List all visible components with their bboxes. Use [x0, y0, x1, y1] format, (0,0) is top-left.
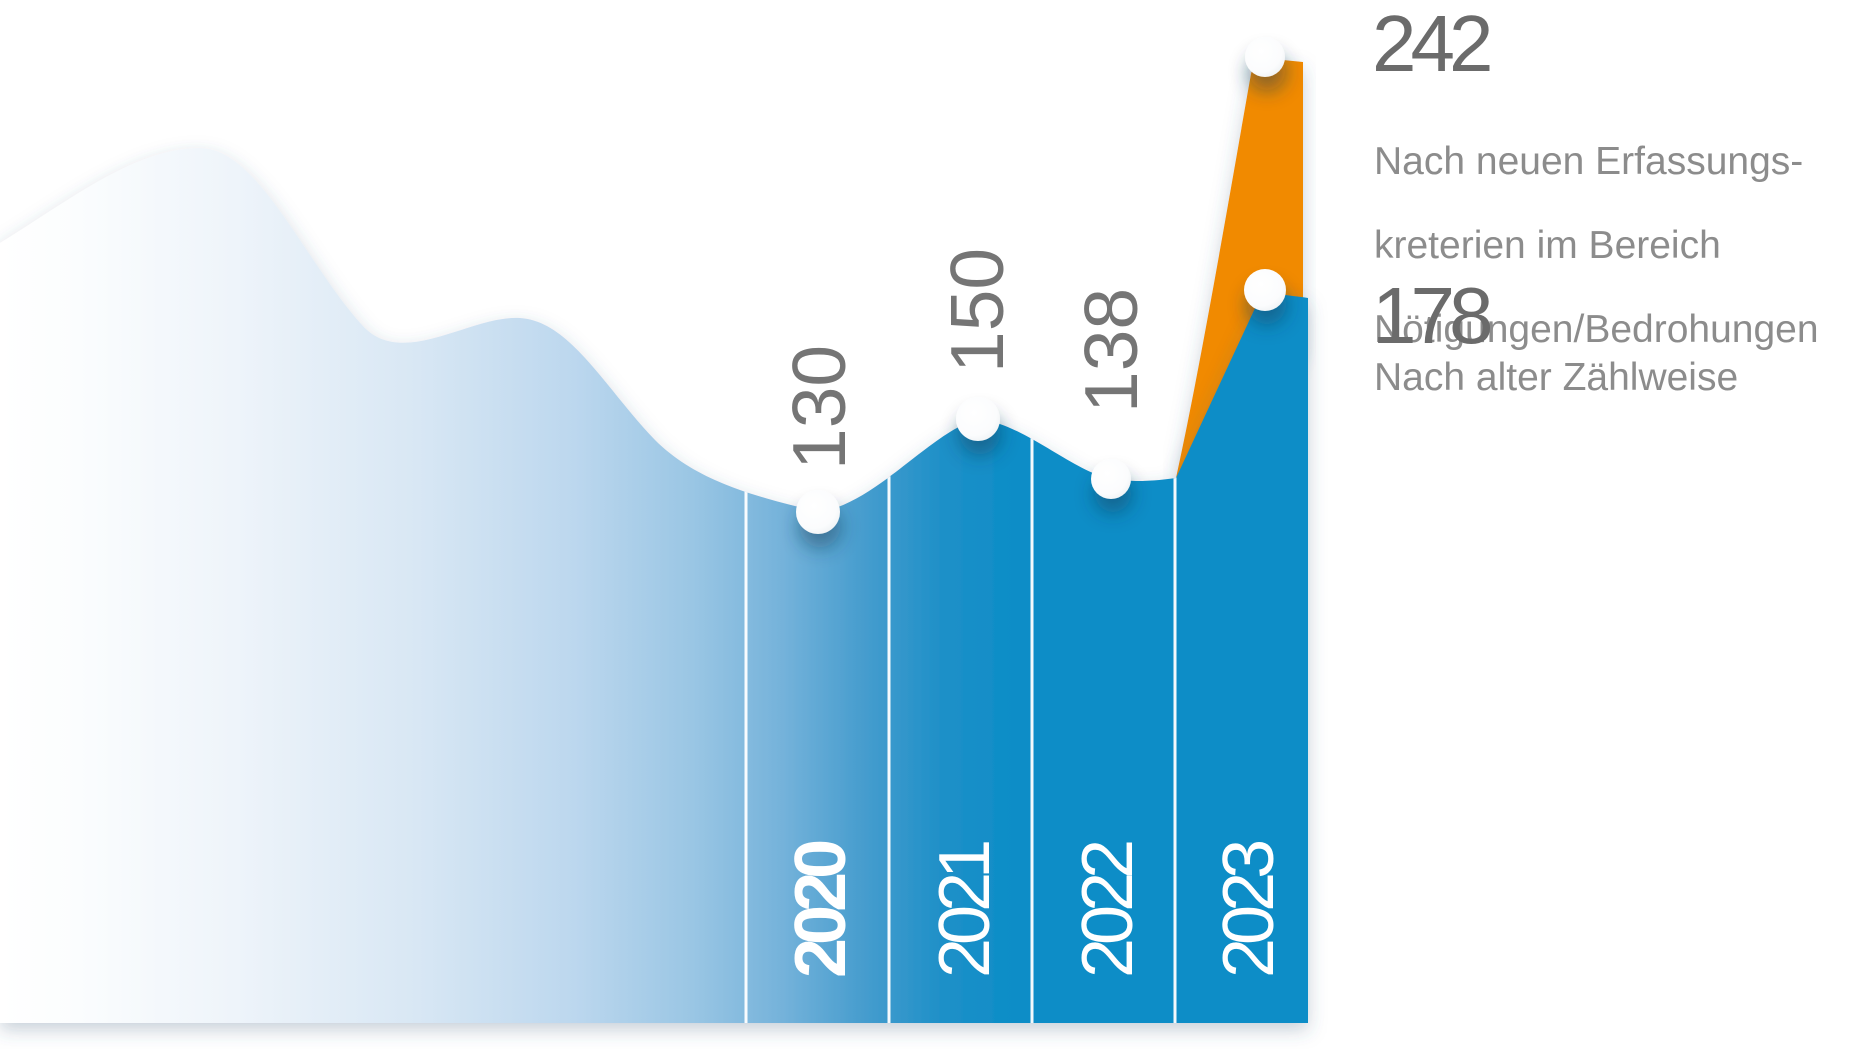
year-label-2021: 2021	[925, 842, 1005, 978]
annotation-value-178: 178	[1372, 271, 1494, 360]
value-label-2021: 150	[935, 248, 1019, 373]
annotation-text-old-counting: Nach alter Zählweise	[1374, 356, 1739, 399]
annotation-value-242: 242	[1372, 0, 1494, 88]
annotation-text-new-criteria: Nach neuen Erfassungs- kreterien im Bere…	[1374, 99, 1819, 393]
year-label-2023: 2023	[1209, 842, 1289, 978]
value-labels: 130 150 138	[777, 248, 1153, 470]
value-label-2022: 138	[1069, 288, 1153, 413]
data-points	[796, 37, 1286, 534]
year-labels: 2020 2021 2022 2023	[781, 841, 1289, 978]
annotation-text-line3: Nötigungen/Bedrohungen	[1374, 308, 1819, 351]
grid-separator-2022-2023	[1173, 300, 1177, 1023]
column-separators	[744, 300, 1177, 1023]
annotation-text-line1: Nach neuen Erfassungs-	[1374, 140, 1804, 183]
value-label-2020: 130	[777, 345, 861, 470]
data-point-2020	[796, 490, 840, 534]
data-point-2022	[1091, 459, 1131, 499]
year-label-2022: 2022	[1068, 842, 1148, 978]
data-point-2023-new	[1245, 37, 1285, 77]
grid-separator-2020-2021	[887, 300, 891, 1023]
annotation-text-line2: kreterien im Bereich	[1374, 224, 1721, 267]
data-point-2023-old	[1244, 269, 1286, 311]
year-label-2020: 2020	[781, 841, 861, 978]
data-point-2021	[956, 397, 1000, 441]
grid-separator-2021-2022	[1030, 300, 1034, 1023]
grid-separator-2020-left	[744, 300, 748, 1023]
